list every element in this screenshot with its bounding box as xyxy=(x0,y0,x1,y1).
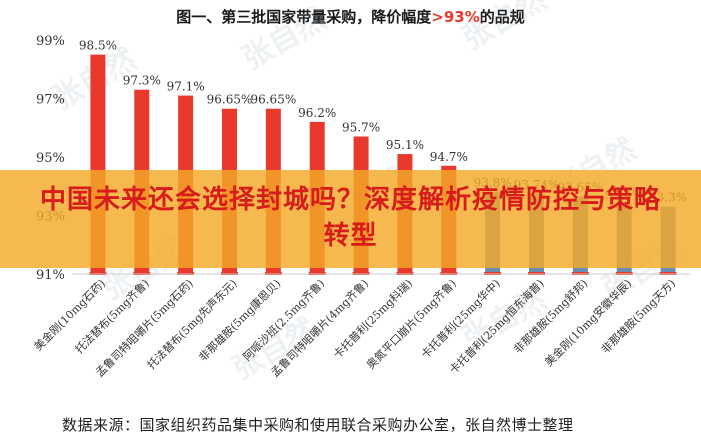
title-suffix: 的品规 xyxy=(479,8,525,26)
watermark-text: 张自然 xyxy=(457,0,552,57)
bar-value-label: 96.65% xyxy=(207,93,253,107)
x-category-label: 奥氮平口崩片(5mg齐鲁) xyxy=(363,276,459,372)
y-tick-label: 99% xyxy=(36,34,65,49)
chart-title: 图一、第三批国家带量采购，降价幅度>93%的品规 xyxy=(0,6,701,27)
x-category-label: 托法替布(5mg先声东元) xyxy=(144,276,240,372)
y-tick-label: 95% xyxy=(36,151,65,166)
bar-value-label: 97.3% xyxy=(123,74,161,88)
overlay-banner xyxy=(0,170,701,268)
y-tick-label: 91% xyxy=(36,268,65,283)
banner-headline: 中国未来还会选择封城吗？深度解析疫情防控与策略转型 xyxy=(40,185,662,251)
bar-value-label: 98.5% xyxy=(79,39,117,53)
bar-value-label: 96.2% xyxy=(298,106,336,120)
bar-value-label: 95.7% xyxy=(342,121,380,135)
x-category-label: 美金刚(10mg石药) xyxy=(31,276,108,353)
watermark-text: 张自然 xyxy=(237,2,332,77)
title-prefix: 图一、第三批国家带量采购，降价幅度 xyxy=(176,8,432,26)
bar-value-label: 96.65% xyxy=(250,93,296,107)
x-category-label: 美金刚(10mg安徽华辰) xyxy=(542,276,635,369)
x-category-label: 卡托普利(25mg科瑞) xyxy=(330,276,415,361)
bar-value-label: 97.1% xyxy=(167,80,205,94)
bar-value-label: 95.1% xyxy=(386,138,424,152)
y-tick-label: 97% xyxy=(36,93,65,108)
bar-value-label: 94.7% xyxy=(430,150,468,164)
data-source-note: 数据来源：国家组织药品集中采购和使用联合采购办公室，张自然博士整理 xyxy=(62,416,574,434)
title-highlight: >93% xyxy=(431,8,480,26)
